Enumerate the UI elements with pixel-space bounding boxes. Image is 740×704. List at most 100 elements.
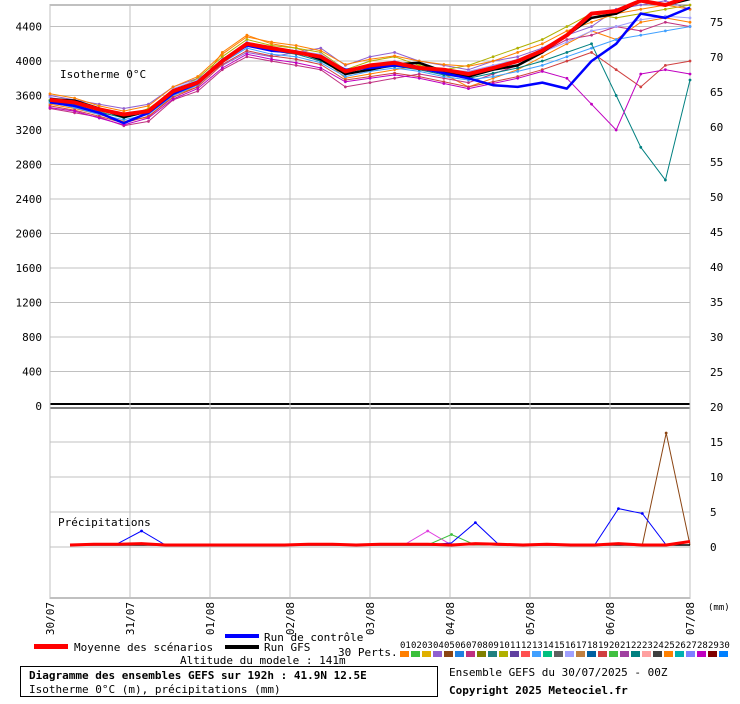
perturbation-line-point xyxy=(614,16,618,20)
pert-number: 26 xyxy=(675,641,686,651)
right-tick-label: 20 xyxy=(710,401,723,414)
perturbation-line-point xyxy=(639,29,643,33)
left-tick-label: 0 xyxy=(35,400,42,413)
pert-swatch xyxy=(444,651,453,657)
pert-swatch xyxy=(400,651,409,657)
precip-control-line xyxy=(70,508,690,546)
date-tick-label: 01/08 xyxy=(204,602,217,635)
pert-swatch xyxy=(543,651,552,657)
right-tick-label: 40 xyxy=(710,261,723,274)
pert-number: 08 xyxy=(477,641,488,651)
perturbation-line-point xyxy=(196,89,200,93)
pert-swatch xyxy=(587,651,596,657)
pert-swatch xyxy=(554,651,563,657)
footer-subtitle: Isotherme 0°C (m), précipitations (mm) xyxy=(29,683,281,696)
left-tick-label: 1600 xyxy=(16,262,43,275)
perturbation-line-point xyxy=(147,120,150,123)
perturbation-line-point xyxy=(467,64,470,68)
control-legend-swatch xyxy=(225,634,259,638)
perturbation-line-point xyxy=(220,55,224,59)
perturbation-line-point xyxy=(442,82,446,85)
perturbation-line-point xyxy=(639,3,643,7)
perturbation-line-point xyxy=(393,73,397,77)
date-tick-label: 07/08 xyxy=(684,602,697,635)
perturbation-line-point xyxy=(368,55,372,59)
perturbation-line-point xyxy=(516,51,520,54)
perturbation-line-point xyxy=(368,72,372,76)
perturbation-line-point xyxy=(614,94,618,97)
right-tick-label: 55 xyxy=(710,156,723,169)
right-tick-label: 30 xyxy=(710,331,723,344)
perturbation-line-point xyxy=(467,87,470,91)
pert-number: 06 xyxy=(455,641,466,651)
pert-number: 16 xyxy=(565,641,576,651)
perturbation-line-point xyxy=(688,72,692,76)
perturbation-line-point xyxy=(614,25,618,28)
perturbation-line-point xyxy=(565,55,569,59)
isotherm-right-axis: 75 70 65 60 55 50 45 40 35 30 25 20 xyxy=(710,16,723,414)
perturbation-line-point xyxy=(368,57,372,61)
perturbation-line-point xyxy=(442,63,446,66)
date-tick-label: 31/07 xyxy=(124,602,137,635)
left-tick-label: 4000 xyxy=(16,55,43,68)
pert-swatch xyxy=(686,651,695,657)
perturbation-line-point xyxy=(319,63,323,66)
precip-tick-label: 0 xyxy=(710,541,717,554)
right-tick-label: 65 xyxy=(710,86,723,99)
isotherm-series xyxy=(48,0,692,182)
perturbation-line-point xyxy=(245,38,249,41)
perturbation-line-point xyxy=(147,104,150,108)
perturbation-line-point xyxy=(245,55,249,59)
perturbation-line-point xyxy=(639,85,643,89)
perturbation-line-point xyxy=(663,63,667,67)
perturbation-line-point xyxy=(639,33,643,37)
precip-control-line-point xyxy=(140,529,143,533)
precip-tick-label: 10 xyxy=(710,471,723,484)
perturbation-legend: 01 02 03 04 05 06 07 08 09 10 11 12 13 14 15 16 17 18 19 20… xyxy=(400,641,730,657)
left-tick-label: 2400 xyxy=(16,193,43,206)
perturbation-line-point xyxy=(516,55,520,59)
perturbation-line-point xyxy=(368,81,372,85)
pert-swatch xyxy=(422,651,431,657)
perturbation-line-point xyxy=(590,33,593,37)
perturbation-line-point xyxy=(417,72,421,76)
perturbation-line-point xyxy=(319,49,323,53)
perturbation-line-point xyxy=(639,7,643,11)
pert-number: 29 xyxy=(708,641,719,651)
perturbation-line-point xyxy=(48,106,52,110)
perturbation-line-point xyxy=(565,38,569,41)
precip-series xyxy=(69,431,691,547)
pert-swatch xyxy=(708,651,717,657)
pert-number: 19 xyxy=(598,641,609,651)
pert-number: 25 xyxy=(664,641,675,651)
control-legend-label: Run de contrôle xyxy=(264,631,363,644)
perturbation-line-point xyxy=(294,46,298,50)
perturbation-line-point xyxy=(294,44,298,47)
perturbation-line-point xyxy=(393,51,397,54)
pert-number: 09 xyxy=(488,641,499,651)
gfs-legend-label: Run GFS xyxy=(264,641,310,654)
run-info: Ensemble GEFS du 30/07/2025 - 00Z xyxy=(449,666,668,679)
left-tick-label: 2000 xyxy=(16,228,43,241)
pert-swatch xyxy=(609,651,618,657)
pert-number: 18 xyxy=(587,641,598,651)
perturbation-line-point xyxy=(663,7,667,11)
pert-swatch xyxy=(653,651,662,657)
perturbation-line-point xyxy=(343,63,347,66)
right-tick-label: 70 xyxy=(710,51,723,64)
right-tick-label: 75 xyxy=(710,16,723,29)
perturbation-line-point xyxy=(639,18,643,22)
pert-number: 22 xyxy=(631,641,642,651)
perturbation-line-point xyxy=(590,51,593,54)
pert-swatch xyxy=(411,651,420,657)
pert-number: 13 xyxy=(532,641,543,651)
pert-number: 28 xyxy=(697,641,708,651)
perturbation-line-point xyxy=(663,20,667,24)
precip-control-line-point xyxy=(640,512,644,515)
pert-number: 07 xyxy=(466,641,477,651)
precip-control-line-point xyxy=(473,521,477,524)
pert-swatch xyxy=(477,651,486,657)
perturbation-line-point xyxy=(294,63,298,67)
perturbation-line-point xyxy=(540,38,544,41)
precip-perturbation-line xyxy=(70,432,691,546)
